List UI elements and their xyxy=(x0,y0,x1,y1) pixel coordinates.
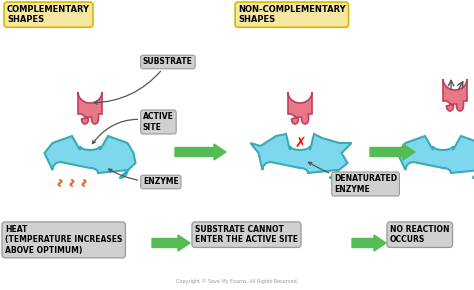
Polygon shape xyxy=(443,79,467,111)
FancyArrow shape xyxy=(352,235,386,251)
Text: SUBSTRATE: SUBSTRATE xyxy=(94,57,193,104)
Text: DENATURATED
ENZYME: DENATURATED ENZYME xyxy=(309,162,397,194)
Polygon shape xyxy=(398,136,474,178)
Text: ✗: ✗ xyxy=(294,136,306,150)
Text: HEAT
(TEMPERATURE INCREASES
ABOVE OPTIMUM): HEAT (TEMPERATURE INCREASES ABOVE OPTIMU… xyxy=(5,225,122,255)
FancyArrow shape xyxy=(152,235,190,251)
Text: Copyright © Save My Exams. All Rights Reserved.: Copyright © Save My Exams. All Rights Re… xyxy=(176,278,298,284)
FancyArrow shape xyxy=(370,144,415,160)
Polygon shape xyxy=(78,92,102,124)
Text: ENZYME: ENZYME xyxy=(109,169,179,186)
Text: SUBSTRATE CANNOT
ENTER THE ACTIVE SITE: SUBSTRATE CANNOT ENTER THE ACTIVE SITE xyxy=(195,225,298,244)
Polygon shape xyxy=(45,136,136,178)
Text: NON-COMPLEMENTARY
SHAPES: NON-COMPLEMENTARY SHAPES xyxy=(238,5,346,24)
Text: COMPLEMENTARY
SHAPES: COMPLEMENTARY SHAPES xyxy=(7,5,90,24)
Text: NO REACTION
OCCURS: NO REACTION OCCURS xyxy=(390,225,449,244)
Text: ACTIVE
SITE: ACTIVE SITE xyxy=(92,112,174,144)
FancyArrow shape xyxy=(175,144,226,160)
Polygon shape xyxy=(250,134,352,178)
Polygon shape xyxy=(288,92,312,124)
